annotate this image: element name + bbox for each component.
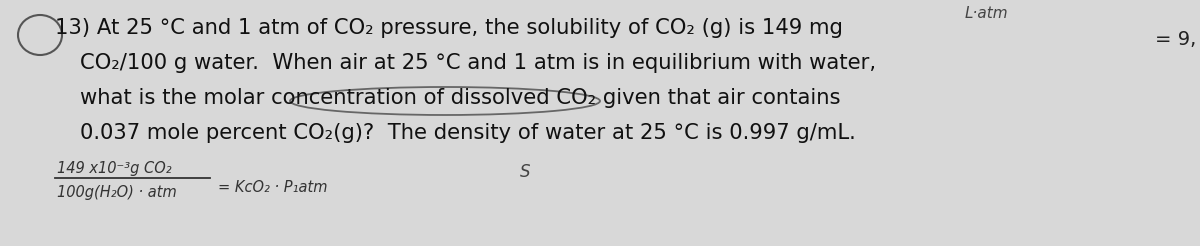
Text: 13) At 25 °C and 1 atm of CO₂ pressure, the solubility of CO₂ (g) is 149 mg: 13) At 25 °C and 1 atm of CO₂ pressure, … [55,18,842,38]
Text: L·atm: L·atm [965,6,1009,21]
Text: S: S [520,163,530,181]
Text: 100g(H₂O) · atm: 100g(H₂O) · atm [58,185,176,200]
Text: = KᴄO₂ · P₁atm: = KᴄO₂ · P₁atm [218,180,328,195]
Text: = 9,: = 9, [1154,30,1196,49]
Text: 0.037 mole percent CO₂(g)?  The density of water at 25 °C is 0.997 g/mL.: 0.037 mole percent CO₂(g)? The density o… [80,123,856,143]
Text: CO₂/100 g water.  When air at 25 °C and 1 atm is in equilibrium with water,: CO₂/100 g water. When air at 25 °C and 1… [80,53,876,73]
Text: 149 x10⁻³g CO₂: 149 x10⁻³g CO₂ [58,161,172,176]
Text: what is the molar concentration of dissolved CO₂ given that air contains: what is the molar concentration of disso… [80,88,840,108]
